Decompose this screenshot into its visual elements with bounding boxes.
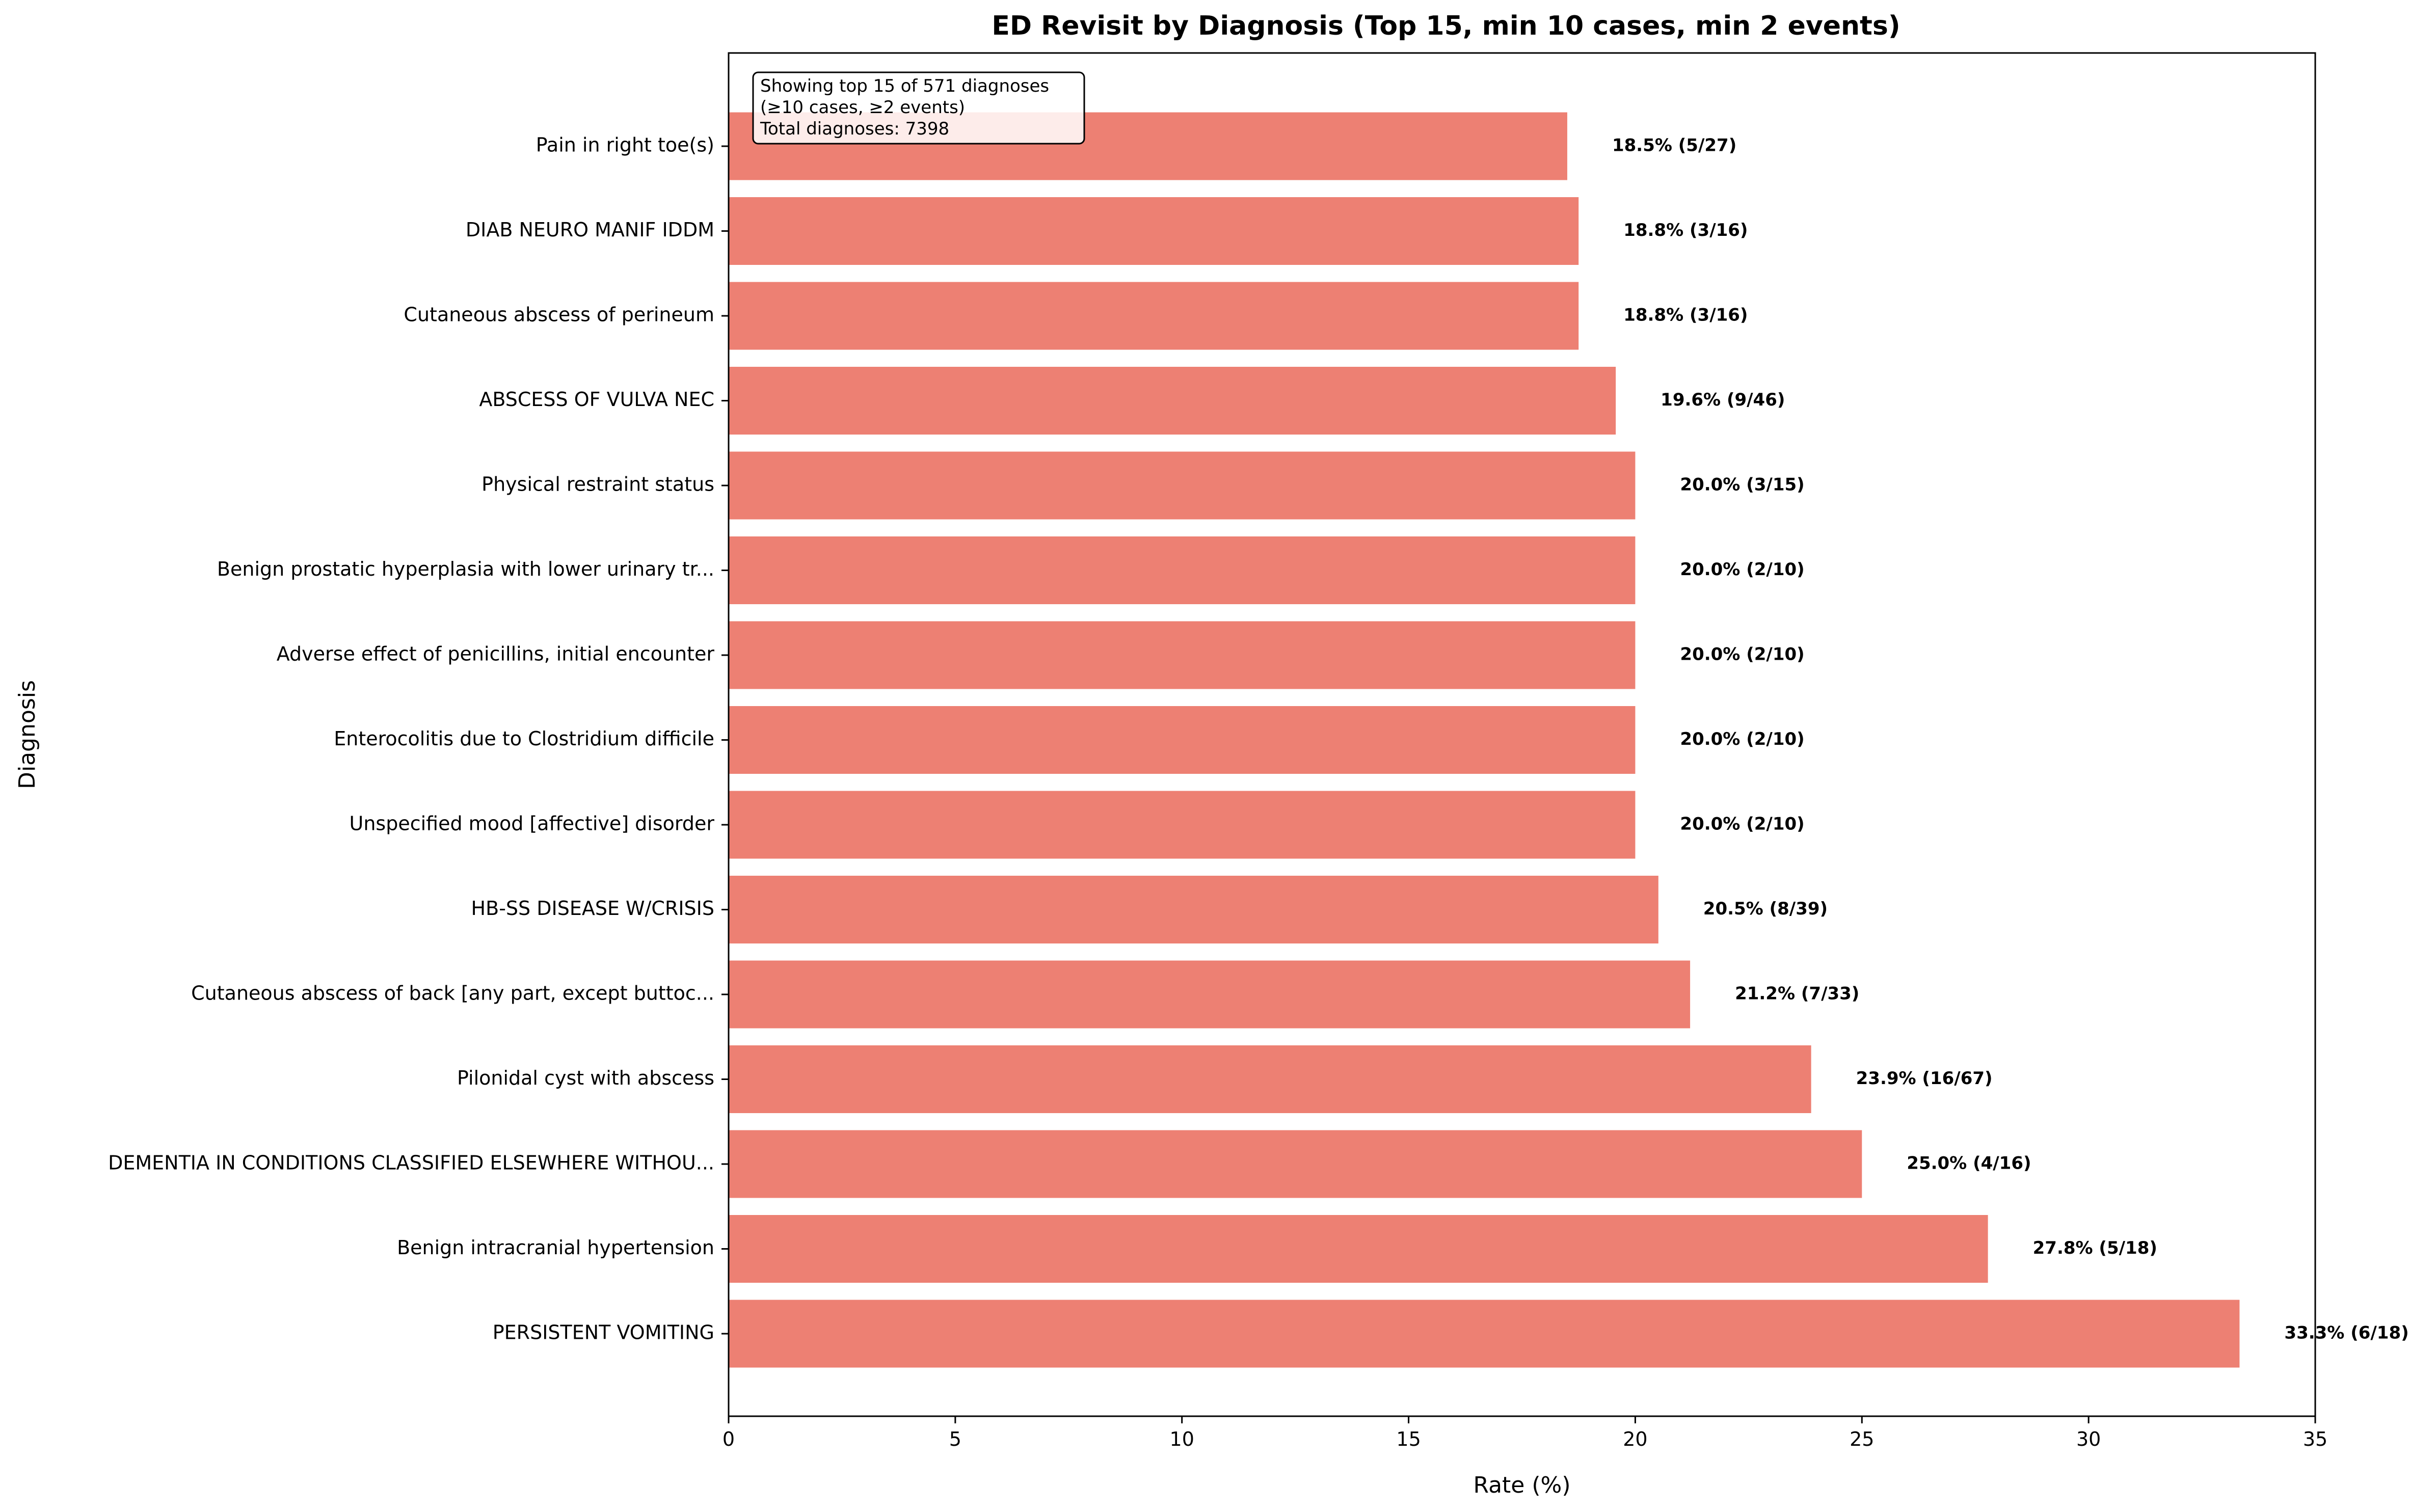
y-tick-label: PERSISTENT VOMITING [493,1321,714,1344]
data-label: 21.2% (7/33) [1735,984,1859,1004]
y-tick-label: Unspecified mood [affective] disorder [350,813,715,835]
x-axis: 0 5 10 15 20 25 30 35 [721,145,2327,1450]
bar [729,1130,1862,1198]
x-tick-label: 10 [1170,1428,1194,1450]
data-label: 27.8% (5/18) [2033,1238,2157,1258]
data-label: 33.3% (6/18) [2284,1323,2408,1343]
y-tick-label: Enterocolitis due to Clostridium diffici… [334,727,714,750]
x-tick-label: 20 [1623,1428,1647,1450]
y-tick-label: Adverse effect of penicillins, initial e… [277,643,715,665]
bar [729,876,1658,943]
x-tick-label: 0 [722,1428,735,1450]
data-label: 20.0% (2/10) [1680,559,1804,580]
x-tick-label: 30 [2076,1428,2101,1450]
x-tick-label: 25 [1850,1428,1874,1450]
y-tick-label: Cutaneous abscess of perineum [404,304,714,326]
annotation-frame [752,71,1085,145]
x-tick-label: 35 [2303,1428,2327,1450]
annotation-line-2: (≥10 cases, ≥2 events) [760,97,965,118]
data-label: 20.0% (2/10) [1680,814,1804,834]
y-tick-label: Benign intracranial hypertension [397,1236,714,1259]
chart-title: ED Revisit by Diagnosis (Top 15, min 10 … [992,11,1900,41]
y-tick-label: Pilonidal cyst with abscess [457,1067,714,1089]
y-tick-label: Benign prostatic hyperplasia with lower … [217,558,714,580]
bar [729,1300,2240,1368]
annotation-line-3: Total diagnoses: 7398 [760,119,949,139]
y-axis-label: Diagnosis [14,680,40,789]
bar [729,960,1691,1029]
y-tick-label: DIAB NEURO MANIF IDDM [466,219,714,241]
x-tick-label: 15 [1396,1428,1421,1450]
data-label: 19.6% (9/46) [1661,390,1785,410]
annotation-line-1: Showing top 15 of 571 diagnoses [760,76,1049,96]
annotation-box: Showing top 15 of 571 diagnoses (≥10 cas… [752,71,1085,145]
y-tick-label: Physical restraint status [481,473,714,496]
plot-frame [728,52,2316,1417]
data-label: 18.5% (5/27) [1612,136,1736,156]
x-tick-label: 5 [949,1428,961,1450]
bar [729,451,1636,520]
data-label: 25.0% (4/16) [1907,1153,2031,1174]
y-tick-label: ABSCESS OF VULVA NEC [479,388,714,411]
data-label: 20.5% (8/39) [1703,899,1828,919]
bar [729,791,1636,859]
data-label: 20.0% (2/10) [1680,729,1804,749]
bar [729,367,1616,435]
data-label: 23.9% (16/67) [1856,1068,1993,1089]
y-tick-label: HB-SS DISEASE W/CRISIS [471,897,714,920]
bar [729,536,1636,604]
bar [729,706,1636,774]
data-label: 20.0% (3/15) [1680,475,1804,495]
bars-layer [729,112,2240,1368]
y-tick-label: Pain in right toe(s) [536,134,714,156]
bar [729,197,1579,265]
bar [729,1215,1988,1283]
data-label: 18.8% (3/16) [1623,305,1748,326]
bar [729,282,1579,350]
bar [729,621,1636,689]
x-axis-label: Rate (%) [1473,1472,1570,1498]
data-label: 18.8% (3/16) [1623,220,1748,240]
data-label: 20.0% (2/10) [1680,644,1804,665]
y-tick-label: Cutaneous abscess of back [any part, exc… [191,982,714,1005]
y-tick-label: DEMENTIA IN CONDITIONS CLASSIFIED ELSEWH… [108,1152,714,1174]
labels-layer: Pain in right toe(s) 18.5% (5/27) DIAB NEU… [108,134,2409,1344]
bar [729,1045,1811,1113]
